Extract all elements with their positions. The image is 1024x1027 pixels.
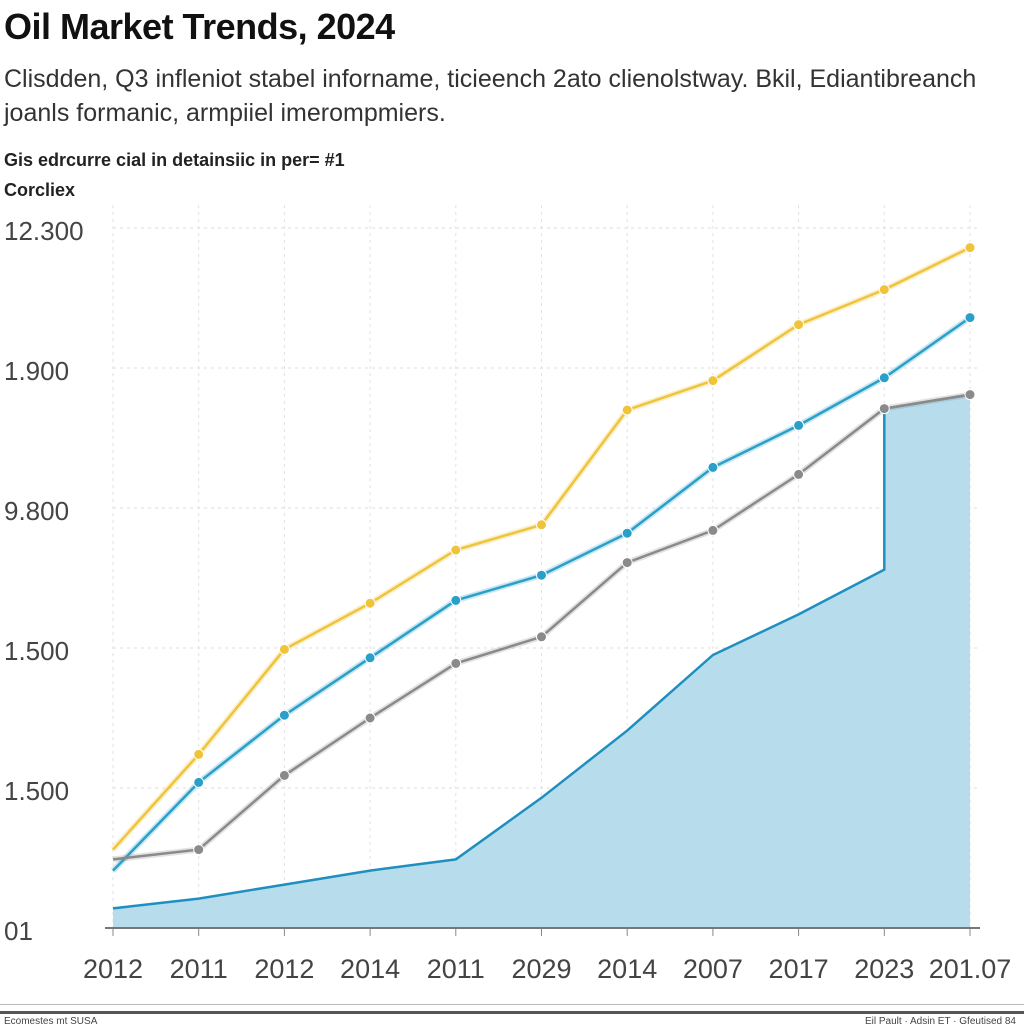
data-point xyxy=(621,404,633,416)
data-point xyxy=(450,544,462,556)
y-tick-label: 1.500 xyxy=(4,776,69,806)
data-point xyxy=(707,375,719,387)
data-point xyxy=(878,284,890,296)
data-point xyxy=(193,748,205,760)
data-point xyxy=(621,527,633,539)
data-point xyxy=(964,389,976,401)
credit-note: Eil Pault · Adsin ET · Gfeutised 84 xyxy=(864,1016,1016,1027)
data-point xyxy=(278,769,290,781)
data-point xyxy=(878,403,890,415)
data-point xyxy=(278,709,290,721)
data-point xyxy=(878,372,890,384)
data-point xyxy=(364,597,376,609)
data-point xyxy=(621,557,633,569)
footer-divider xyxy=(0,1004,1024,1005)
chart-note: Gis edrcurre cial in detainsiic in per= … xyxy=(4,150,345,170)
x-tick-label: 2011 xyxy=(427,954,485,984)
y-tick-label: 1.900 xyxy=(4,356,69,386)
source-note: Ecomestes mt SUSA xyxy=(4,1016,98,1027)
x-tick-label: 201.07 xyxy=(929,954,1012,984)
area-fill xyxy=(113,394,970,929)
data-point xyxy=(793,419,805,431)
y-tick-label: 1.500 xyxy=(4,636,69,666)
x-tick-label: 2023 xyxy=(854,954,914,984)
footer-rule xyxy=(0,1011,1024,1014)
x-tick-label: 2014 xyxy=(597,954,657,984)
data-point xyxy=(450,594,462,606)
data-point xyxy=(793,468,805,480)
x-tick-label: 2014 xyxy=(340,954,400,984)
x-tick-label: 2007 xyxy=(683,954,743,984)
data-point xyxy=(278,643,290,655)
x-tick-label: 2012 xyxy=(83,954,143,984)
data-point xyxy=(964,312,976,324)
data-point xyxy=(364,652,376,664)
area-line xyxy=(112,393,971,910)
data-point xyxy=(707,461,719,473)
line-chart: 01 1.500 1.500 9.800 1.900 12.300 2012 2011 2012… xyxy=(4,205,1012,984)
data-point xyxy=(793,319,805,331)
data-point xyxy=(193,776,205,788)
chart-title: Oil Market Trends, 2024 xyxy=(4,6,395,47)
y-tick-label: 12.300 xyxy=(4,216,84,246)
y-tick-label: 9.800 xyxy=(4,496,69,526)
data-point xyxy=(536,569,547,581)
chart-subtitle: Clisdden, Q3 infleniot stabel inforname,… xyxy=(4,65,977,127)
data-point xyxy=(707,524,719,536)
x-tick-label: 2017 xyxy=(769,954,829,984)
x-tick-label: 2029 xyxy=(511,954,571,984)
data-point xyxy=(536,519,547,531)
y-tick-label: 01 xyxy=(4,916,33,946)
data-point xyxy=(193,844,205,856)
data-point xyxy=(450,657,462,669)
x-tick-label: 2012 xyxy=(254,954,314,984)
data-point xyxy=(964,242,976,254)
x-tick-label: 2011 xyxy=(170,954,228,984)
unit-label: Corcliex xyxy=(4,180,76,200)
data-point xyxy=(536,631,547,643)
data-point xyxy=(364,712,376,724)
